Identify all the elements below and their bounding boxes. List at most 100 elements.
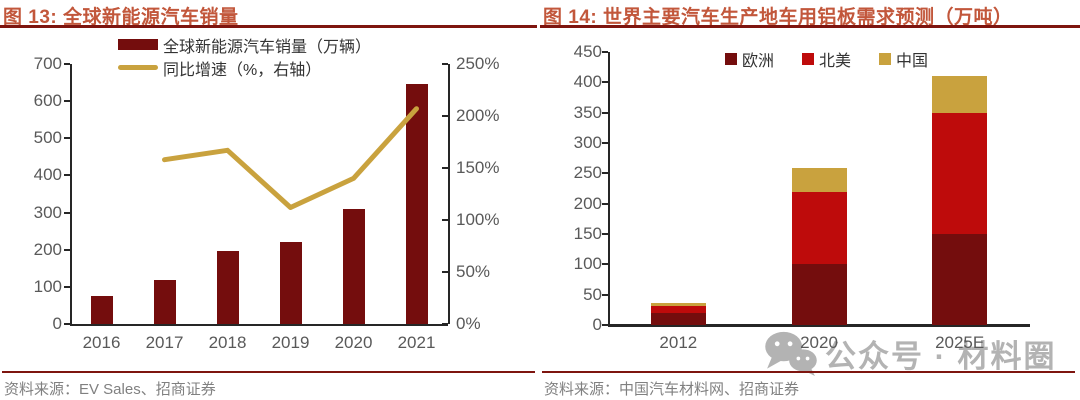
x-axis-label: 2025E	[935, 333, 985, 352]
y-axis-tick	[64, 100, 70, 103]
secondary-y-axis-tick	[442, 219, 448, 221]
legend-square-swatch	[879, 53, 892, 65]
x-axis-label: 2016	[82, 333, 121, 352]
x-axis-label: 2021	[397, 333, 436, 352]
legend-bar-swatch	[118, 39, 158, 50]
legend-label: 全球新能源汽车销量（万辆）	[163, 38, 372, 56]
legend: 欧洲 北美 中国	[725, 47, 956, 71]
source-text-right: 资料来源：中国汽车材料网、招商证券	[544, 381, 800, 398]
y-axis-label: 150	[573, 224, 602, 243]
ev-sales-chart: 0 100 200 300 400 500 600 700 0% 50% 100% 150% 200% 2…	[33, 33, 500, 353]
y-axis-label: 400	[33, 165, 62, 185]
chart-title-left: 图 13: 全球新能源汽车销量	[3, 7, 239, 28]
secondary-y-axis-label: 50%	[456, 262, 491, 281]
y-axis-label: 100	[33, 276, 62, 296]
y-axis-label: 450	[573, 42, 602, 61]
y-axis-label: 350	[573, 102, 602, 122]
y-axis-tick	[602, 172, 608, 175]
legend-label: 欧洲	[742, 53, 775, 70]
source-text-left: 资料来源：EV Sales、招商证券	[4, 381, 216, 398]
footer-rule-left	[2, 371, 535, 373]
secondary-y-axis-tick	[442, 271, 448, 273]
legend-label: 北美	[819, 53, 852, 70]
legend-square-swatch	[725, 53, 737, 65]
bar-2018	[216, 250, 239, 324]
panel-aluminum-demand: 图 14: 世界主要汽车生产地车用铝板需求预测（万吨） 0 50 100 150 200…	[540, 0, 1080, 400]
bar-segment-欧洲	[650, 312, 706, 325]
bar-segment-北美	[791, 191, 847, 265]
y-axis-label: 300	[33, 202, 62, 222]
y-axis-label: 200	[573, 193, 602, 213]
bar-2019	[279, 242, 302, 324]
legend: 全球新能源汽车销量（万辆） 同比增速（%，右轴）	[118, 33, 371, 79]
legend-line-swatch	[118, 65, 158, 70]
y-axis-tick	[64, 174, 70, 177]
y-axis-label: 0	[52, 314, 62, 333]
bar-segment-中国	[932, 76, 988, 113]
y-axis-label: 500	[33, 128, 62, 148]
bar-2020	[342, 208, 365, 324]
secondary-y-axis-tick	[442, 115, 448, 117]
bar-segment-北美	[650, 305, 706, 313]
x-axis-label: 2020	[800, 333, 838, 352]
secondary-y-axis-label: 0%	[456, 314, 481, 333]
x-axis-label: 2012	[659, 333, 698, 352]
x-axis-label: 2020	[334, 333, 373, 352]
aluminum-demand-chart: 0 50 100 150 200 250 300 350 400 450 2012 2020 2025E…	[540, 0, 1080, 400]
watermark: 公众号 · 材料圈	[763, 330, 1057, 376]
bar-segment-北美	[932, 112, 988, 234]
y-axis-label: 400	[573, 72, 602, 92]
y-axis-tick	[602, 111, 608, 114]
bar-2017	[153, 280, 176, 324]
y-axis-label: 50	[583, 284, 602, 304]
title-rule-left	[0, 25, 537, 28]
y-axis-tick	[64, 323, 70, 325]
legend-label: 同比增速（%，右轴）	[163, 61, 322, 79]
x-axis-label: 2019	[271, 333, 310, 352]
y-axis-tick	[64, 248, 70, 251]
bar-segment-欧洲	[932, 234, 988, 325]
bar-segment-中国	[791, 168, 847, 192]
y-axis-tick	[602, 202, 608, 205]
y-axis-label: 250	[573, 163, 602, 183]
legend-square-swatch	[802, 53, 815, 65]
y-axis-label: 100	[573, 254, 602, 274]
legend-item: 全球新能源汽车销量（万辆）	[118, 33, 371, 56]
legend-item: 欧洲	[725, 47, 774, 71]
y-axis-label: 0	[592, 315, 602, 334]
legend-item: 北美	[802, 47, 851, 71]
y-axis-label: 700	[33, 54, 62, 73]
y-axis-line	[70, 64, 72, 324]
x-axis-line	[608, 324, 1030, 327]
bar-segment-中国	[650, 302, 706, 306]
secondary-y-axis-line	[448, 64, 450, 324]
y-axis-tick	[64, 211, 70, 214]
y-axis-tick	[602, 233, 608, 235]
secondary-y-axis-tick	[442, 63, 448, 65]
y-axis-label: 200	[33, 239, 62, 259]
y-axis-label: 600	[33, 91, 62, 111]
y-axis-tick	[64, 63, 70, 65]
y-axis-tick	[602, 51, 608, 53]
secondary-y-axis-tick	[442, 167, 448, 169]
x-axis-line	[70, 324, 448, 326]
secondary-y-axis-tick	[442, 323, 448, 325]
y-axis-label: 300	[573, 133, 602, 152]
x-axis-label: 2017	[145, 333, 184, 352]
y-axis-tick	[602, 263, 608, 266]
bar-segment-欧洲	[791, 264, 847, 325]
footer-rule-right	[542, 371, 1075, 373]
title-rule-right	[540, 25, 1080, 28]
y-axis-tick	[602, 142, 608, 144]
watermark-text: 公众号 · 材料圈	[825, 338, 1057, 374]
bar-2016	[90, 296, 113, 324]
y-axis-tick	[64, 137, 70, 140]
y-axis-tick	[64, 285, 70, 288]
legend-item: 中国	[879, 47, 928, 71]
y-axis-tick	[602, 81, 608, 84]
legend-label: 中国	[896, 53, 929, 70]
secondary-y-axis-label: 250%	[456, 54, 500, 73]
chart-title-right: 图 14: 世界主要汽车生产地车用铝板需求预测（万吨）	[543, 7, 1013, 28]
secondary-y-axis-label: 150%	[456, 158, 500, 177]
